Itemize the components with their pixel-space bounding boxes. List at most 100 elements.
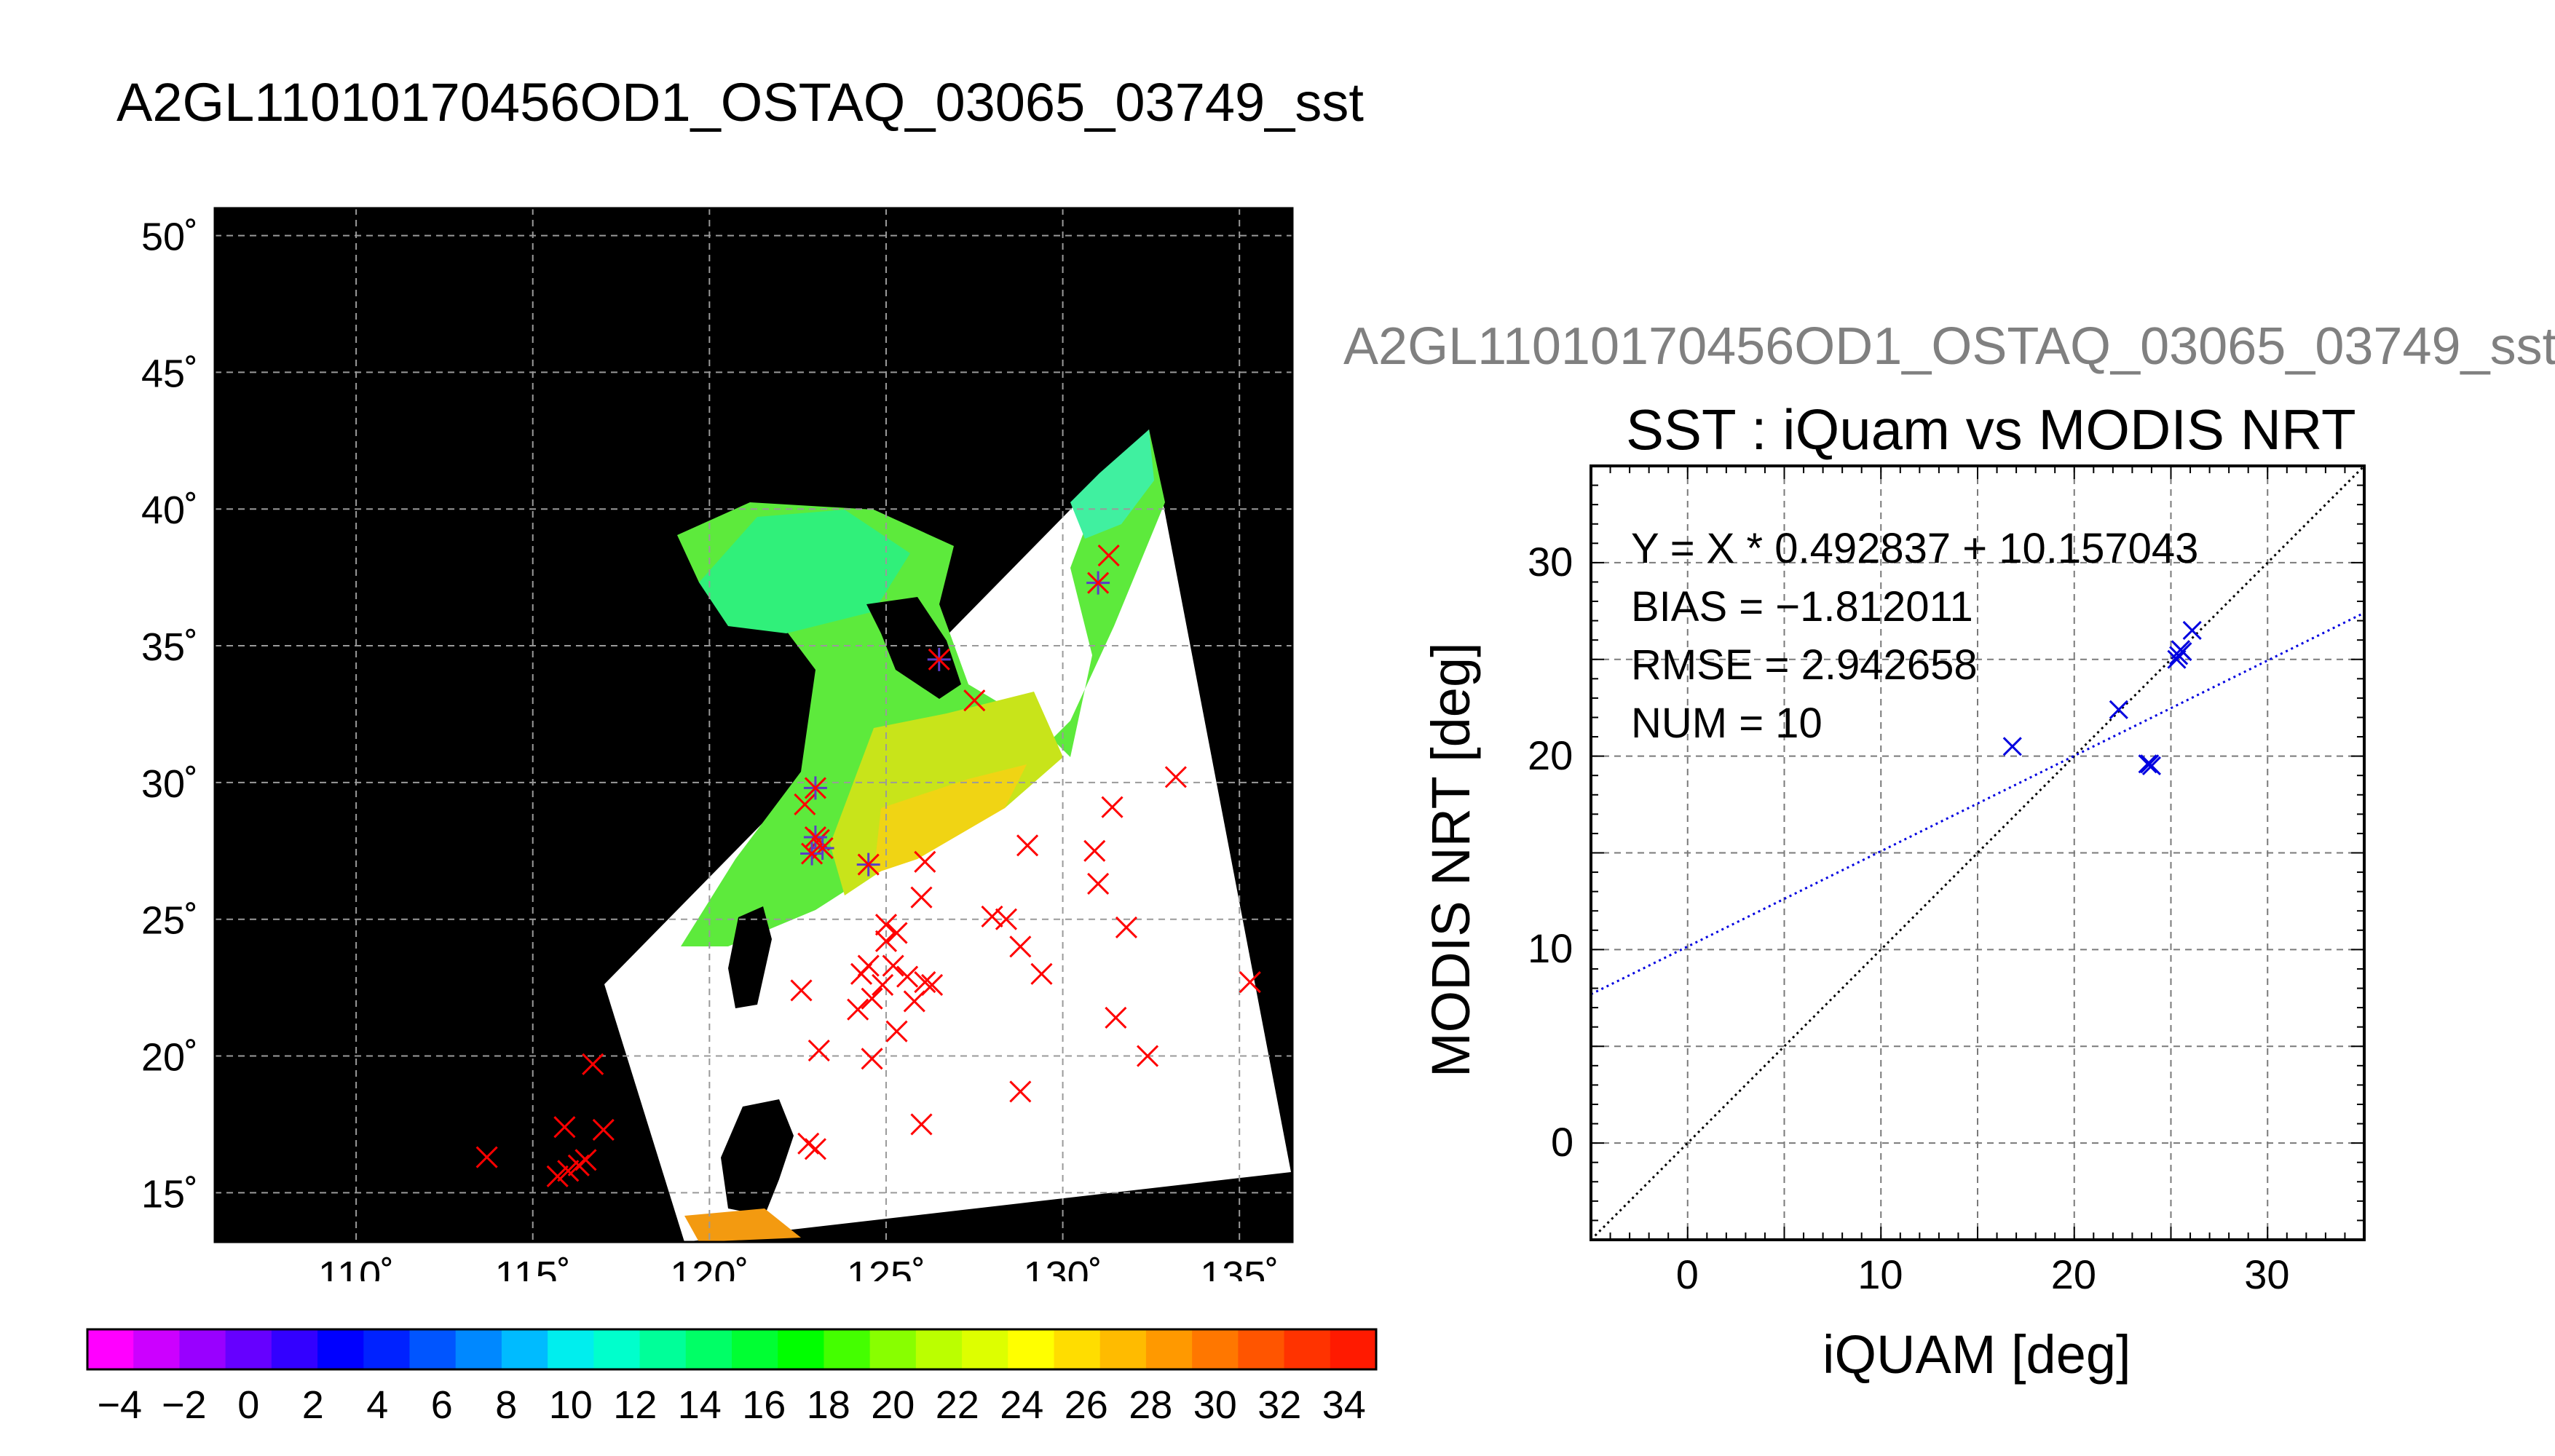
map-matchup-marker — [1030, 962, 1053, 985]
scatter-point — [2141, 756, 2162, 775]
land-taiwan — [728, 906, 772, 1008]
colorbar-swatch — [824, 1329, 871, 1369]
colorbar-swatch — [455, 1329, 502, 1369]
map-matchup-marker — [874, 930, 898, 952]
scatter-points — [2002, 620, 2202, 775]
map-matchup-marker — [914, 971, 936, 994]
scatter-point — [2182, 620, 2202, 640]
colorbar-swatch — [685, 1329, 732, 1369]
map-lon-tick: 115˚ — [495, 1254, 571, 1281]
map-matchup-marker — [582, 1053, 604, 1075]
map-matchup-points — [475, 545, 1261, 1187]
colorbar-tick: 28 — [1129, 1383, 1172, 1427]
map-lat-tick: 50˚ — [141, 215, 198, 259]
map-matchup-marker — [861, 1048, 883, 1070]
colorbar-swatch — [1054, 1329, 1101, 1369]
land-korea — [866, 597, 961, 699]
map-matchup-marker — [1164, 766, 1187, 788]
map-matchup-marker — [903, 990, 925, 1013]
scatter-point — [2138, 754, 2157, 774]
map-colocated-marker — [800, 842, 824, 866]
map-grid — [215, 208, 1292, 1242]
colorbar-swatch — [593, 1329, 641, 1369]
colorbar-tick: 34 — [1322, 1383, 1366, 1427]
swath-warmer — [874, 764, 1027, 874]
map-matchup-marker — [804, 1138, 826, 1160]
colorbar-swatch — [1192, 1329, 1239, 1369]
scatter-y-tick: 20 — [1528, 732, 1573, 778]
scatter-point — [2002, 737, 2022, 756]
scatter-title: SST : iQuam vs MODIS NRT — [1626, 397, 2356, 462]
colorbar-tick: 26 — [1065, 1383, 1108, 1427]
map-matchup-marker — [475, 1146, 498, 1168]
swath-south-warm — [684, 1208, 801, 1242]
map-matchup-marker — [557, 1160, 580, 1182]
colorbar-tick: 24 — [1000, 1383, 1043, 1427]
page-title: A2GL11010170456OD1_OSTAQ_03065_03749_sst — [117, 72, 1364, 132]
scatter-point — [2167, 649, 2187, 669]
colorbar-tick: 2 — [302, 1383, 324, 1427]
colorbar-swatch — [1238, 1329, 1285, 1369]
scatter-minor-ticks — [1590, 465, 2365, 1241]
map-lat-tick: 15˚ — [141, 1172, 198, 1216]
colorbar-tick: 14 — [678, 1383, 722, 1427]
map-matchup-marker — [872, 973, 894, 996]
scatter-y-tick: 30 — [1528, 538, 1573, 585]
colorbar-swatch — [409, 1329, 457, 1369]
colorbar-tick: 30 — [1193, 1383, 1237, 1427]
map-matchup-marker — [790, 979, 813, 1002]
map-matchup-marker — [794, 793, 816, 816]
map-lon-tick: 120˚ — [670, 1254, 749, 1281]
colorbar-swatch — [732, 1329, 778, 1369]
colorbar-tick: 32 — [1257, 1383, 1301, 1427]
map-matchup-marker — [592, 1118, 615, 1142]
map-matchup-marker — [1239, 971, 1261, 994]
colorbar-swatch — [778, 1329, 824, 1369]
map-lon-tick: 130˚ — [1024, 1254, 1102, 1281]
colorbar-swatch — [1330, 1329, 1377, 1369]
colorbar-swatch — [225, 1329, 272, 1369]
swath-bohai — [699, 510, 910, 633]
map-matchup-marker — [1087, 872, 1110, 895]
sst-map: 15˚ 20˚ 25˚ 30˚ 35˚ 40˚ 45˚ 50˚ 110˚ 115˚ 120˚ 125… — [141, 207, 1294, 1281]
scatter-x-tick: 0 — [1675, 1251, 1699, 1297]
colorbar-swatch — [1284, 1329, 1331, 1369]
colorbar-swatch — [639, 1329, 687, 1369]
map-matchup-marker — [896, 965, 919, 988]
map-matchup-marker — [1016, 834, 1039, 857]
map-lat-tick: 20˚ — [141, 1036, 198, 1080]
map-matchup-marker — [885, 922, 908, 944]
map-matchup-marker — [1009, 935, 1032, 958]
colorbar-swatch — [363, 1329, 410, 1369]
map-lat-tick: 45˚ — [141, 352, 198, 395]
map-lat-tick: 35˚ — [141, 625, 198, 669]
colorbar-tick: 6 — [431, 1383, 453, 1427]
colorbar-swatch — [962, 1329, 1008, 1369]
map-matchup-marker — [1115, 916, 1137, 939]
map-matchup-marker — [861, 987, 883, 1010]
map-matchup-marker — [910, 1113, 933, 1136]
colorbar-tick: 4 — [366, 1383, 388, 1427]
colorbar-tick-labels: −4 −2 0 2 4 6 8 10 12 14 16 18 20 22 24 26 28 30 32 34 — [97, 1383, 1365, 1427]
map-colocated-marker — [803, 776, 827, 800]
scatter-point — [2109, 700, 2128, 719]
y-axis-label: MODIS NRT [deg] — [1421, 642, 1481, 1077]
map-colocated-marker — [927, 647, 951, 671]
map-matchup-marker — [1105, 1006, 1127, 1029]
scatter-x-tick: 10 — [1857, 1251, 1903, 1297]
scatter-grid — [1591, 466, 2364, 1240]
colorbar-tick: 18 — [807, 1383, 850, 1427]
scatter-lines — [1590, 464, 2366, 1241]
scatter-point — [2173, 642, 2192, 662]
map-matchup-marker — [963, 689, 986, 712]
map-matchup-marker — [910, 886, 933, 909]
fit-equation: Y = X * 0.492837 + 10.157043 — [1631, 525, 2199, 572]
scatter-x-tick: 30 — [2244, 1251, 2290, 1297]
map-matchup-marker — [882, 954, 904, 977]
colorbar-tick: 20 — [871, 1383, 915, 1427]
colorbar-swatch — [271, 1329, 318, 1369]
map-matchup-marker — [1097, 545, 1120, 567]
swath-layer — [604, 430, 1291, 1242]
colorbar-swatch — [133, 1329, 180, 1369]
colorbar-swatch — [915, 1329, 963, 1369]
